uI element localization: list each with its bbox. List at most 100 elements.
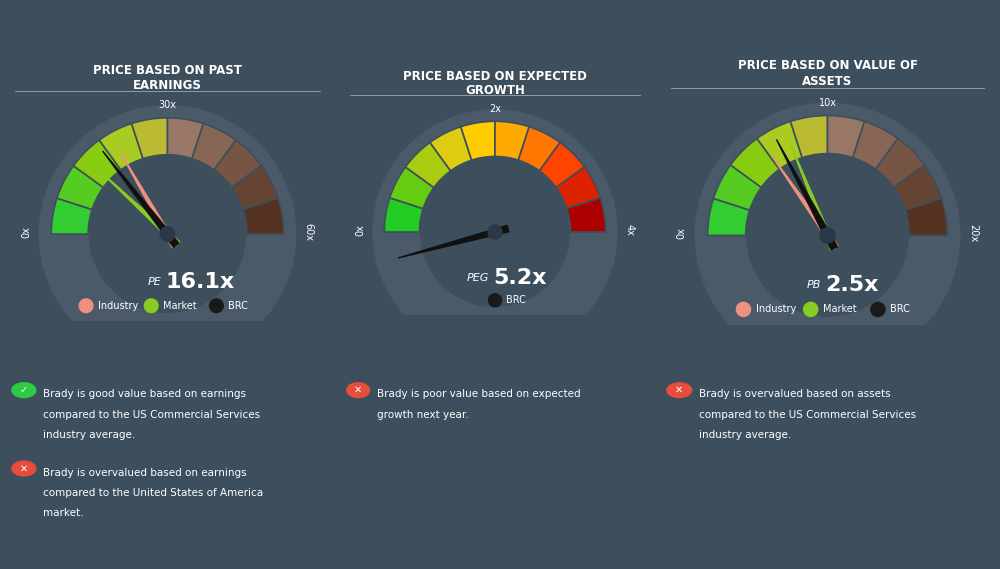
Text: industry average.: industry average. — [43, 430, 135, 440]
Text: PE: PE — [147, 277, 161, 287]
Text: ✕: ✕ — [20, 464, 28, 473]
Circle shape — [667, 383, 692, 398]
Wedge shape — [384, 198, 423, 232]
Text: EARNINGS: EARNINGS — [133, 79, 202, 92]
Text: BRC: BRC — [228, 301, 248, 311]
Text: 4x: 4x — [624, 224, 634, 236]
Circle shape — [488, 294, 502, 307]
Wedge shape — [876, 138, 925, 187]
Wedge shape — [192, 123, 236, 170]
Polygon shape — [99, 170, 180, 246]
Polygon shape — [791, 146, 836, 250]
Wedge shape — [894, 165, 942, 210]
Text: Brady is poor value based on expected: Brady is poor value based on expected — [377, 389, 580, 399]
Circle shape — [144, 299, 158, 312]
Circle shape — [89, 156, 246, 312]
Wedge shape — [495, 121, 529, 160]
Text: 0x: 0x — [677, 227, 687, 239]
Text: ✕: ✕ — [675, 385, 683, 395]
Circle shape — [12, 383, 36, 398]
Text: PRICE BASED ON VALUE OF: PRICE BASED ON VALUE OF — [738, 60, 918, 72]
Text: compared to the US Commercial Services: compared to the US Commercial Services — [43, 410, 260, 419]
Wedge shape — [430, 127, 472, 171]
Wedge shape — [853, 121, 898, 169]
Text: PEG: PEG — [466, 273, 489, 283]
Wedge shape — [405, 142, 451, 188]
Text: PRICE BASED ON PAST: PRICE BASED ON PAST — [93, 64, 242, 76]
Polygon shape — [772, 156, 838, 249]
Circle shape — [747, 155, 908, 316]
Wedge shape — [132, 118, 168, 159]
Text: 0x: 0x — [356, 224, 366, 236]
Circle shape — [39, 106, 296, 362]
Circle shape — [736, 302, 751, 316]
Text: Brady is overvalued based on earnings: Brady is overvalued based on earnings — [43, 468, 247, 477]
Text: Market: Market — [823, 304, 857, 315]
Wedge shape — [57, 166, 103, 209]
Wedge shape — [905, 199, 947, 236]
Text: Industry: Industry — [756, 304, 796, 315]
Text: Brady is good value based on earnings: Brady is good value based on earnings — [43, 389, 246, 399]
Circle shape — [871, 302, 885, 316]
Wedge shape — [73, 140, 121, 187]
Wedge shape — [713, 165, 761, 210]
Text: 16.1x: 16.1x — [165, 272, 235, 292]
Text: 20x: 20x — [968, 224, 978, 242]
Wedge shape — [539, 142, 585, 188]
Wedge shape — [567, 198, 606, 232]
Text: 10x: 10x — [818, 98, 836, 108]
Circle shape — [695, 103, 960, 368]
Wedge shape — [214, 140, 262, 187]
Text: industry average.: industry average. — [699, 430, 791, 440]
Text: 30x: 30x — [158, 100, 176, 110]
Polygon shape — [103, 151, 179, 248]
Text: 2.5x: 2.5x — [825, 275, 879, 295]
Text: compared to the United States of America: compared to the United States of America — [43, 488, 263, 498]
Text: ✓: ✓ — [20, 385, 28, 395]
Wedge shape — [168, 118, 203, 159]
Polygon shape — [398, 225, 509, 258]
Text: compared to the US Commercial Services: compared to the US Commercial Services — [699, 410, 916, 419]
Circle shape — [488, 225, 502, 239]
Wedge shape — [790, 116, 828, 158]
Text: Market: Market — [163, 301, 197, 311]
Circle shape — [160, 226, 175, 241]
Wedge shape — [461, 121, 495, 160]
Text: 5.2x: 5.2x — [493, 267, 546, 287]
Text: PRICE BASED ON EXPECTED: PRICE BASED ON EXPECTED — [403, 69, 587, 83]
Text: BRC: BRC — [890, 304, 910, 315]
Circle shape — [373, 110, 617, 354]
Polygon shape — [121, 153, 177, 248]
Circle shape — [79, 299, 93, 312]
Circle shape — [421, 158, 569, 307]
Text: 60x: 60x — [304, 223, 314, 241]
Circle shape — [12, 461, 36, 476]
Circle shape — [210, 299, 223, 312]
Text: ASSETS: ASSETS — [802, 75, 853, 88]
Wedge shape — [556, 167, 600, 209]
Wedge shape — [757, 121, 802, 169]
Wedge shape — [232, 166, 278, 209]
Text: ✕: ✕ — [354, 385, 362, 395]
Circle shape — [347, 383, 370, 398]
Text: PB: PB — [806, 280, 821, 290]
Text: BRC: BRC — [506, 295, 526, 306]
Wedge shape — [99, 123, 143, 170]
Wedge shape — [243, 198, 284, 234]
Text: growth next year.: growth next year. — [377, 410, 468, 419]
Wedge shape — [51, 198, 92, 234]
Polygon shape — [776, 139, 838, 250]
Wedge shape — [390, 167, 434, 209]
Wedge shape — [828, 116, 865, 158]
Text: GROWTH: GROWTH — [465, 84, 525, 97]
Circle shape — [804, 302, 818, 316]
Wedge shape — [708, 199, 750, 236]
Wedge shape — [518, 127, 560, 171]
Text: Brady is overvalued based on assets: Brady is overvalued based on assets — [699, 389, 891, 399]
Text: Industry: Industry — [98, 301, 138, 311]
Wedge shape — [730, 138, 779, 187]
Text: 0x: 0x — [21, 226, 31, 238]
Text: 2x: 2x — [489, 104, 501, 114]
Circle shape — [820, 228, 835, 243]
Text: market.: market. — [43, 508, 84, 518]
